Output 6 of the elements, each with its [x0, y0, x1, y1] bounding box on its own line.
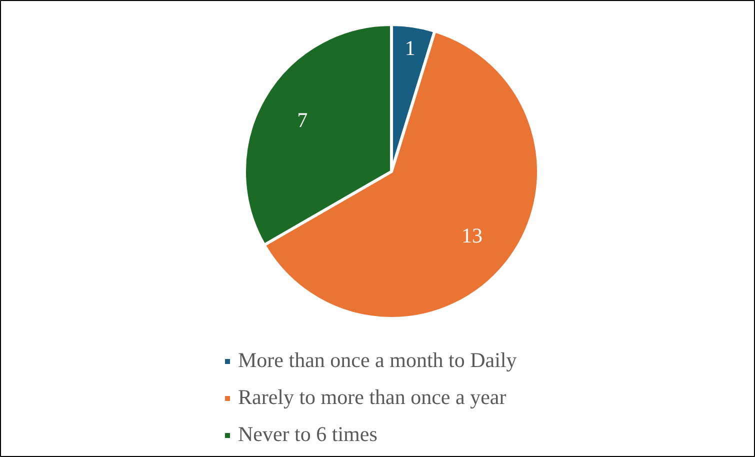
legend-label: More than once a month to Daily	[238, 348, 517, 373]
data-label: 1	[404, 36, 416, 60]
data-label: 7	[297, 108, 308, 132]
legend-label: Never to 6 times	[238, 422, 378, 447]
legend-label: Rarely to more than once a year	[238, 385, 506, 410]
data-label: 13	[461, 224, 482, 248]
